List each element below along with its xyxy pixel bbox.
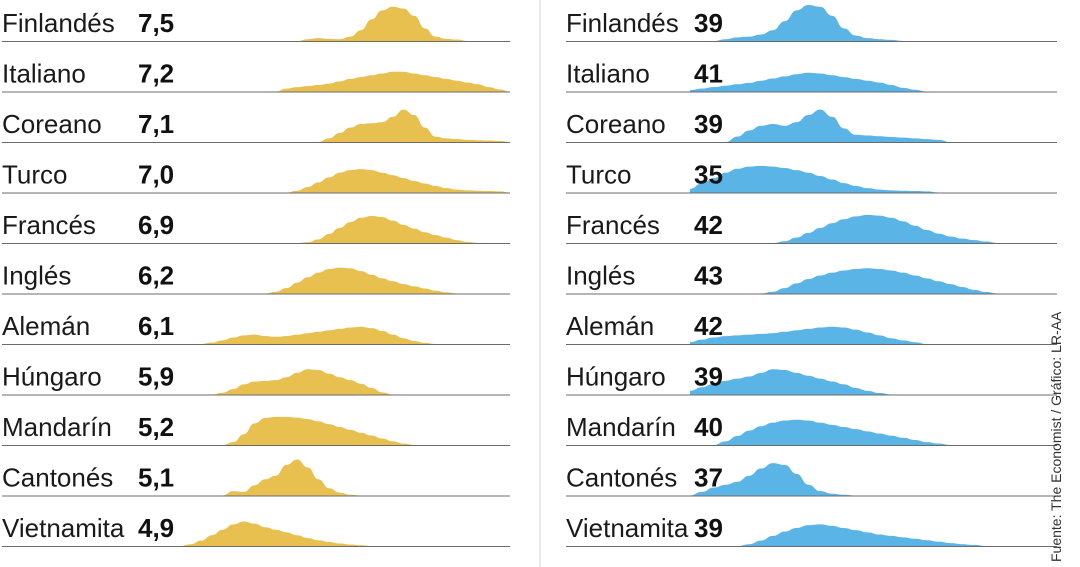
density-area [180,326,510,344]
language-label: Finlandés [566,8,679,38]
left-panel: Finlandés 7,5 Italiano 7,2 Coreano 7,1 Turco 7,… [2,6,510,547]
value-label: 35 [694,160,723,190]
row-0-3: Turco 7,0 [2,160,510,194]
row-0-6: Alemán 6,1 [2,311,510,345]
language-label: Francés [566,210,660,240]
row-0-8: Mandarín 5,2 [2,412,510,446]
density-area [180,71,510,92]
value-label: 6,2 [138,261,174,291]
value-label: 43 [694,261,723,291]
right-panel: Finlandés 39 Italiano 41 Coreano 39 Turco 35 Fra… [566,5,1057,547]
row-0-9: Cantonés 5,1 [2,459,510,497]
language-label: Húngaro [2,362,102,392]
language-label: Coreano [566,109,666,139]
language-label: Alemán [2,311,90,341]
language-label: Mandarín [566,412,676,442]
row-1-9: Cantonés 37 [566,463,1057,497]
value-label: 7,0 [138,160,174,190]
density-area [180,521,510,546]
row-1-2: Coreano 39 [566,109,1057,143]
row-0-10: Vietnamita 4,9 [2,513,510,547]
density-area [180,109,510,142]
language-label: Inglés [566,261,635,291]
density-area [690,326,1057,344]
language-label: Italiano [566,59,650,89]
value-label: 5,9 [138,362,174,392]
row-1-3: Turco 35 [566,160,1057,194]
row-0-5: Inglés 6,2 [2,261,510,295]
value-label: 39 [694,8,723,38]
value-label: 5,2 [138,412,174,442]
language-label: Francés [2,210,96,240]
language-label: Vietnamita [566,513,689,543]
value-label: 37 [694,463,723,493]
row-1-8: Mandarín 40 [566,412,1057,446]
value-label: 6,1 [138,311,174,341]
row-0-4: Francés 6,9 [2,210,510,244]
row-1-5: Inglés 43 [566,261,1057,295]
value-label: 39 [694,362,723,392]
row-1-0: Finlandés 39 [566,5,1057,42]
row-1-7: Húngaro 39 [566,362,1057,396]
language-label: Mandarín [2,412,112,442]
value-label: 41 [694,59,723,89]
language-label: Italiano [2,59,86,89]
language-label: Cantonés [566,463,677,493]
density-area [180,369,510,395]
language-label: Coreano [2,109,102,139]
value-label: 7,5 [138,8,174,38]
language-label: Turco [2,160,68,190]
density-area [180,416,510,445]
density-area [690,463,1057,496]
value-label: 4,9 [138,513,174,543]
value-label: 6,9 [138,210,174,240]
density-area [690,214,1057,243]
density-area [690,419,1057,445]
source-note: Fuente: The Economist / Gráfico: LR-AA [1048,311,1064,562]
row-1-1: Italiano 41 [566,59,1057,93]
row-0-7: Húngaro 5,9 [2,362,510,396]
value-label: 7,2 [138,59,174,89]
density-area [690,72,1057,92]
language-label: Vietnamita [2,513,125,543]
row-0-1: Italiano 7,2 [2,59,510,93]
density-area [690,165,1057,193]
density-area [180,459,510,496]
value-label: 40 [694,412,723,442]
density-area [690,369,1057,395]
language-label: Húngaro [566,362,666,392]
density-area [180,169,510,193]
row-1-10: Vietnamita 39 [566,513,1057,547]
density-area [180,6,510,42]
language-label: Turco [566,160,632,190]
language-label: Cantonés [2,463,113,493]
row-1-4: Francés 42 [566,210,1057,244]
row-1-6: Alemán 42 [566,311,1057,345]
value-label: 39 [694,109,723,139]
value-label: 5,1 [138,463,174,493]
density-area [180,267,510,294]
value-label: 42 [694,210,723,240]
value-label: 39 [694,513,723,543]
row-0-0: Finlandés 7,5 [2,6,510,42]
language-label: Finlandés [2,8,115,38]
density-area [180,216,510,243]
language-label: Alemán [566,311,654,341]
language-label: Inglés [2,261,71,291]
row-0-2: Coreano 7,1 [2,109,510,143]
density-area [690,5,1057,41]
density-area [690,109,1057,142]
value-label: 7,1 [138,109,174,139]
density-area [690,524,1057,546]
value-label: 42 [694,311,723,341]
density-area [690,268,1057,294]
